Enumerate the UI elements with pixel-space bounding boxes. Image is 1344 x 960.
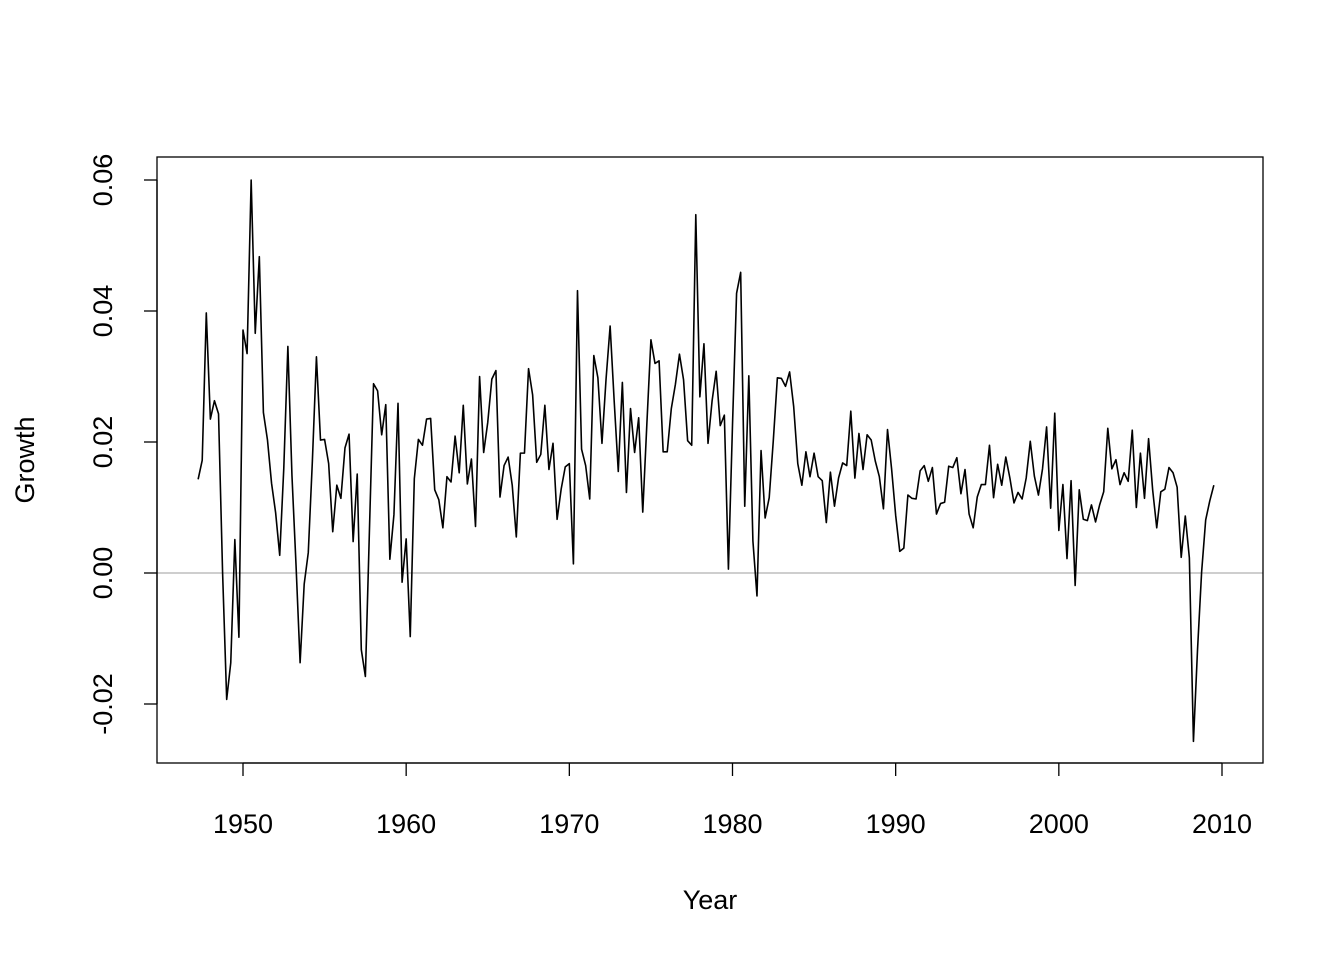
y-tick-label: 0.00 [88, 547, 118, 600]
growth-series-line [197, 179, 1215, 743]
y-axis-title: Growth [10, 416, 40, 503]
x-axis-title: Year [683, 885, 738, 915]
y-tick-label: -0.02 [88, 673, 118, 735]
y-tick-label: 0.06 [88, 154, 118, 207]
x-tick-label: 2010 [1192, 809, 1252, 839]
x-tick-label: 1990 [866, 809, 926, 839]
series-layer [197, 179, 1215, 743]
y-tick-label: 0.04 [88, 285, 118, 338]
x-tick-label: 1950 [213, 809, 273, 839]
y-tick-label: 0.02 [88, 416, 118, 469]
y-axis: -0.02 0.00 0.02 0.04 0.06 [88, 154, 158, 735]
x-axis: 1950 1960 1970 1980 1990 2000 2010 [213, 762, 1252, 839]
x-tick-label: 1960 [376, 809, 436, 839]
x-tick-label: 2000 [1029, 809, 1089, 839]
x-tick-label: 1970 [539, 809, 599, 839]
x-tick-label: 1980 [702, 809, 762, 839]
plot-frame [156, 156, 1264, 764]
